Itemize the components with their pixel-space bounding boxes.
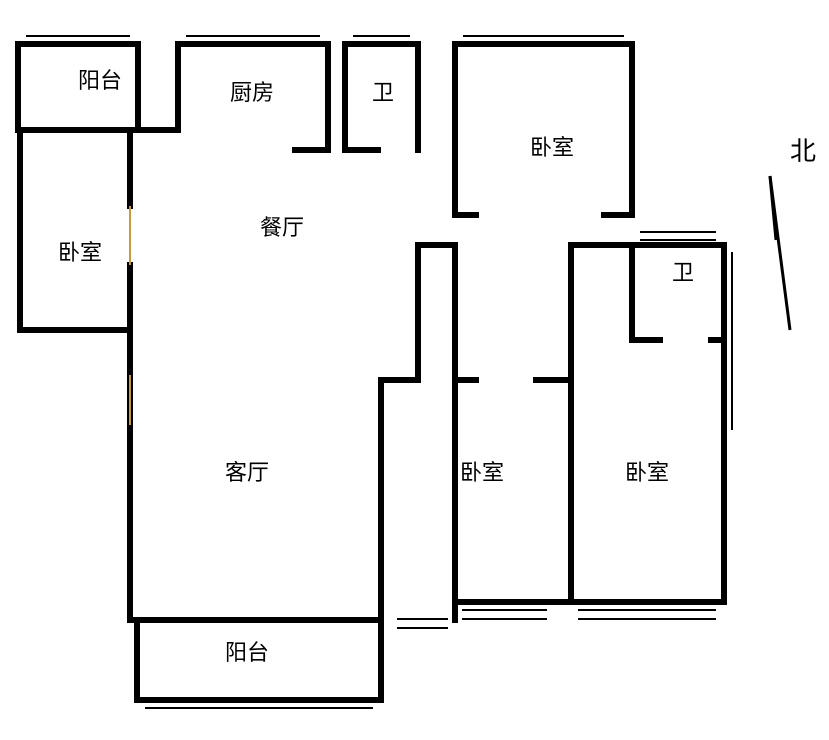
room-label-bedroom_ne: 卧室	[530, 135, 574, 160]
room-label-living: 客厅	[225, 460, 269, 485]
room-label-balcony_bot: 阳台	[225, 640, 269, 665]
room-label-balcony_top: 阳台	[78, 68, 122, 93]
room-label-bedroom_e: 卧室	[625, 460, 669, 485]
room-label-bedroom_mid: 卧室	[460, 460, 504, 485]
labels-group: 阳台厨房卫卧室卧室餐厅卫客厅卧室卧室阳台	[58, 68, 694, 665]
room-label-dining: 餐厅	[260, 215, 304, 240]
floor-plan: 阳台厨房卫卧室卧室餐厅卫客厅卧室卧室阳台 北	[0, 0, 829, 740]
compass-label: 北	[790, 137, 816, 166]
room-label-kitchen: 厨房	[230, 80, 274, 105]
room-label-bath_top: 卫	[372, 80, 394, 105]
compass-group: 北	[770, 137, 816, 330]
room-label-bedroom_w: 卧室	[58, 240, 102, 265]
walls-group	[18, 44, 724, 700]
room-label-bath_e: 卫	[672, 260, 694, 285]
